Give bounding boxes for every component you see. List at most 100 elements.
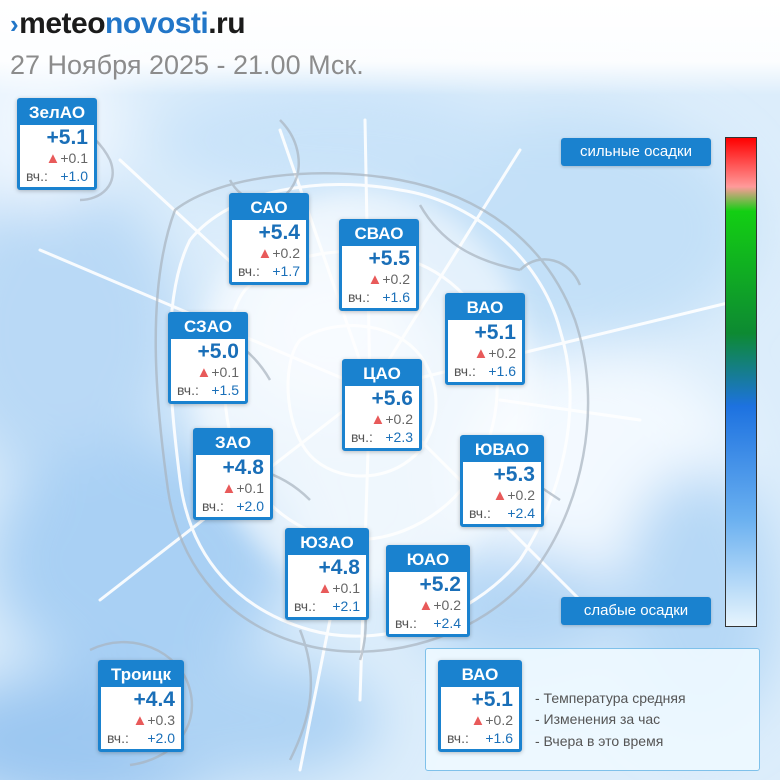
yesterday-label: вч.: [177,382,199,398]
change-up-icon: ▲ [418,597,434,614]
district-card-vao[interactable]: ВАО +5.1 ▲+0.2 вч.: +1.6 [445,293,525,385]
yesterday-row: вч.: +2.3 [345,428,419,448]
yesterday-row: вч.: +2.4 [463,504,541,524]
yesterday-value: +2.3 [385,429,413,445]
change-up-icon: ▲ [317,580,333,597]
district-temperature: +5.6 [371,387,413,410]
change-up-icon: ▲ [221,480,237,497]
yesterday-value: +2.4 [507,505,535,521]
yesterday-row: вч.: +2.4 [389,614,467,634]
hourly-change: ▲+0.2 [342,271,416,288]
change-up-icon: ▲ [132,712,148,729]
forecast-date-time: 27 Ноября 2025 - 21.00 Мск. [10,50,364,80]
sample-hourly-change-value: +0.2 [485,712,513,728]
yesterday-label: вч.: [395,615,417,631]
district-card-sao[interactable]: САО +5.4 ▲+0.2 вч.: +1.7 [229,193,309,285]
yesterday-label: вч.: [26,168,48,184]
sample-yesterday-label: вч.: [447,730,469,746]
site-logo[interactable]: ›meteonovosti.ru [10,7,246,41]
district-card-yuvao[interactable]: ЮВАО +5.3 ▲+0.2 вч.: +2.4 [460,435,544,527]
district-card-zao[interactable]: ЗАО +4.8 ▲+0.1 вч.: +2.0 [193,428,273,520]
district-name: Троицк [101,663,181,687]
hourly-change-value: +0.2 [382,271,410,287]
district-temperature: +5.1 [474,321,516,344]
change-up-icon: ▲ [473,345,489,362]
change-up-icon: ▲ [367,271,383,288]
logo-chevron-icon: › [10,9,19,39]
district-temperature: +5.4 [258,221,300,244]
district-card-svao[interactable]: СВАО +5.5 ▲+0.2 вч.: +1.6 [339,219,419,311]
district-name: ЦАО [345,362,419,386]
district-name: ВАО [448,296,522,320]
district-temperature: +5.5 [368,247,410,270]
change-up-icon: ▲ [492,487,508,504]
hourly-change: ▲+0.2 [448,345,522,362]
district-temperature: +5.1 [46,126,88,149]
district-temperature: +4.8 [318,556,360,579]
district-temperature: +5.3 [493,463,535,486]
logo-text-meteo: meteo [19,7,106,40]
yesterday-row: вч.: +1.5 [171,381,245,401]
hourly-change-value: +0.1 [332,580,360,596]
hourly-change-value: +0.2 [385,411,413,427]
yesterday-row: вч.: +1.6 [448,362,522,382]
hourly-change-value: +0.3 [147,712,175,728]
yesterday-label: вч.: [351,429,373,445]
district-temperature: +4.8 [222,456,264,479]
yesterday-label: вч.: [238,263,260,279]
yesterday-value: +2.4 [433,615,461,631]
yesterday-value: +1.5 [211,382,239,398]
hourly-change-value: +0.2 [488,345,516,361]
district-card-tsao[interactable]: ЦАО +5.6 ▲+0.2 вч.: +2.3 [342,359,422,451]
district-card-zelao[interactable]: ЗелАО +5.1 ▲+0.1 вч.: +1.0 [17,98,97,190]
district-name: ЗАО [196,431,270,455]
yesterday-value: +1.6 [382,289,410,305]
hourly-change-value: +0.2 [433,597,461,613]
weak-precipitation-label: слабые осадки [561,597,711,625]
key-hourly-change: - Изменения за час [535,711,661,727]
yesterday-label: вч.: [107,730,129,746]
yesterday-value: +1.0 [60,168,88,184]
sample-district-name: ВАО [441,663,519,687]
district-name: СЗАО [171,315,245,339]
sample-hourly-change: ▲+0.2 [441,712,519,729]
sample-temperature: +5.1 [471,688,513,711]
yesterday-value: +1.6 [488,363,516,379]
hourly-change-value: +0.1 [211,364,239,380]
district-card-troitsk[interactable]: Троицк +4.4 ▲+0.3 вч.: +2.0 [98,660,184,752]
hourly-change: ▲+0.2 [389,597,467,614]
district-temperature: +5.0 [197,340,239,363]
yesterday-label: вч.: [454,363,476,379]
district-temperature: +5.2 [419,573,461,596]
change-up-icon: ▲ [470,712,486,729]
hourly-change: ▲+0.3 [101,712,181,729]
hourly-change: ▲+0.1 [288,580,366,597]
yesterday-label: вч.: [202,498,224,514]
hourly-change-value: +0.1 [236,480,264,496]
district-temperature: +4.4 [133,688,175,711]
change-up-icon: ▲ [45,150,61,167]
yesterday-value: +1.7 [272,263,300,279]
district-card-yuzao[interactable]: ЮЗАО +4.8 ▲+0.1 вч.: +2.1 [285,528,369,620]
hourly-change-value: +0.1 [60,150,88,166]
yesterday-value: +2.0 [147,730,175,746]
yesterday-label: вч.: [294,598,316,614]
key-average-temperature: - Температура средняя [535,690,686,706]
hourly-change: ▲+0.2 [232,245,306,262]
change-up-icon: ▲ [257,245,273,262]
yesterday-value: +2.1 [332,598,360,614]
logo-text-novosti: novosti [105,7,209,40]
district-name: ЮЗАО [288,531,366,555]
yesterday-row: вч.: +1.6 [342,288,416,308]
district-name: ЮАО [389,548,467,572]
yesterday-row: вч.: +1.0 [20,167,94,187]
logo-text-domain: .ru [208,7,246,40]
hourly-change: ▲+0.2 [345,411,419,428]
district-card-yuao[interactable]: ЮАО +5.2 ▲+0.2 вч.: +2.4 [386,545,470,637]
district-card-szao[interactable]: СЗАО +5.0 ▲+0.1 вч.: +1.5 [168,312,248,404]
precipitation-color-scale [725,137,757,627]
hourly-change: ▲+0.1 [196,480,270,497]
district-name: ЗелАО [20,101,94,125]
